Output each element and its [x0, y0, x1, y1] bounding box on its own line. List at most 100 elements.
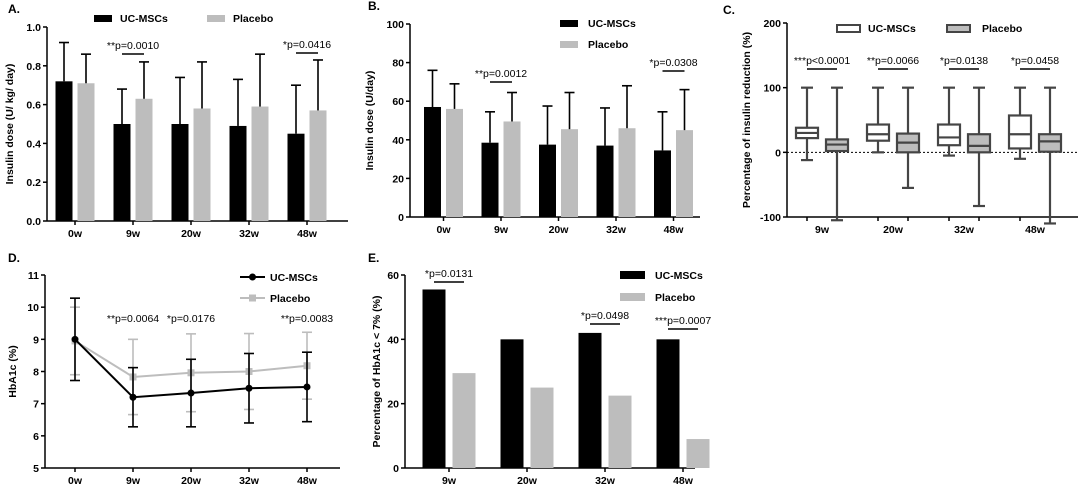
data-point-uc-mscs — [187, 389, 195, 397]
p-value-annotation: *p=0.0416 — [283, 39, 331, 51]
y-axis-label: Insulin dose (U/day) — [364, 71, 376, 171]
y-tick-label: 0 — [398, 212, 404, 224]
x-tick-label: 9w — [126, 475, 141, 487]
legend-label: UC-MSCs — [270, 272, 318, 284]
legend-label: Placebo — [655, 292, 695, 304]
bar-placebo — [193, 108, 211, 221]
y-tick-label: 0.4 — [26, 138, 41, 150]
p-value-annotation: **p=0.0066 — [867, 55, 919, 67]
bar-uc-mscs — [55, 81, 73, 221]
p-value-annotation: ***p<0.0001 — [794, 55, 851, 67]
p-value-annotation: **p=0.0064 — [107, 313, 159, 325]
x-tick-label: 9w — [442, 475, 457, 487]
p-value-annotation: **p=0.0010 — [107, 40, 159, 52]
x-tick-label: 32w — [606, 224, 627, 236]
bar-placebo — [503, 121, 521, 217]
y-tick-label: 9 — [33, 334, 39, 346]
x-tick-label: 48w — [664, 224, 685, 236]
legend-label: UC-MSCs — [120, 13, 168, 25]
y-tick-label: 11 — [28, 270, 39, 282]
legend-swatch-uc-mscs — [560, 20, 578, 27]
box-placebo — [1037, 133, 1063, 153]
p-value-annotation: *p=0.0176 — [167, 313, 215, 325]
bar-uc-mscs — [539, 144, 556, 217]
bar-placebo — [77, 83, 95, 221]
legend-swatch-placebo — [620, 293, 645, 301]
x-tick-label: 9w — [815, 224, 830, 236]
box-uc-mscs — [865, 123, 891, 142]
y-tick-label: 0.6 — [26, 100, 41, 112]
y-tick-label: 0 — [775, 147, 781, 159]
bar-placebo — [608, 395, 632, 468]
bar-uc-mscs — [656, 339, 680, 468]
x-tick-label: 20w — [181, 228, 202, 240]
x-tick-label: 48w — [673, 475, 694, 487]
bar-uc-mscs — [422, 289, 446, 468]
bar-placebo — [452, 373, 476, 468]
panel-label: E. — [368, 251, 379, 265]
legend-label: Placebo — [982, 23, 1022, 35]
x-tick-label: 32w — [239, 475, 260, 487]
box-placebo — [966, 133, 992, 154]
y-tick-label: 60 — [392, 96, 404, 108]
bar-placebo — [309, 110, 327, 221]
legend-label: UC-MSCs — [588, 18, 636, 30]
data-point-uc-mscs — [71, 335, 79, 343]
bar-uc-mscs — [596, 145, 614, 217]
y-axis-label: Percentage of insulin reduction (%) — [741, 32, 753, 208]
bar-uc-mscs — [171, 124, 189, 221]
bar-placebo — [530, 387, 554, 468]
data-point-uc-mscs — [245, 384, 253, 392]
x-tick-label: 0w — [68, 475, 83, 487]
x-tick-label: 48w — [297, 228, 318, 240]
p-value-annotation: *p=0.0131 — [425, 268, 473, 280]
y-tick-label: 40 — [387, 334, 399, 346]
bar-placebo — [251, 106, 269, 221]
y-tick-label: -100 — [760, 212, 781, 224]
x-tick-label: 48w — [297, 475, 318, 487]
box-uc-mscs — [936, 123, 962, 147]
p-value-annotation: *p=0.0498 — [581, 310, 629, 322]
bar-uc-mscs — [287, 133, 305, 221]
y-tick-label: 200 — [763, 18, 781, 30]
y-tick-label: 6 — [33, 431, 39, 443]
data-point-uc-mscs — [129, 393, 137, 401]
bar-uc-mscs — [424, 106, 441, 217]
legend-label: Placebo — [588, 39, 628, 51]
x-tick-label: 20w — [883, 224, 904, 236]
bar-placebo — [676, 130, 693, 217]
p-value-annotation: **p=0.0012 — [475, 68, 527, 80]
x-tick-label: 9w — [126, 228, 141, 240]
bar-placebo — [686, 439, 710, 468]
y-tick-label: 20 — [387, 399, 399, 411]
y-axis-label: Percentage of HbA1c < 7% (%) — [371, 295, 383, 447]
y-tick-label: 40 — [392, 135, 404, 147]
legend-swatch-uc-mscs — [836, 24, 861, 33]
legend-marker-placebo — [249, 294, 256, 302]
panel-label: D. — [8, 251, 20, 265]
legend-swatch-placebo — [946, 24, 971, 33]
p-value-annotation: *p=0.0308 — [649, 57, 697, 69]
legend-swatch-uc-mscs — [620, 271, 645, 279]
y-tick-label: 1.0 — [26, 22, 41, 34]
legend-label: UC-MSCs — [868, 23, 916, 35]
p-value-annotation: **p=0.0083 — [281, 313, 333, 325]
y-tick-label: 8 — [33, 367, 39, 379]
p-value-annotation: *p=0.0138 — [940, 55, 988, 67]
x-tick-label: 0w — [68, 228, 83, 240]
x-tick-label: 20w — [181, 475, 202, 487]
x-tick-label: 32w — [239, 228, 260, 240]
y-tick-label: 10 — [27, 302, 39, 314]
y-tick-label: 20 — [392, 173, 404, 185]
legend-swatch-placebo — [560, 41, 578, 48]
y-tick-label: 100 — [386, 19, 404, 31]
x-tick-label: 32w — [595, 475, 616, 487]
bar-uc-mscs — [113, 124, 131, 221]
y-tick-label: 100 — [763, 83, 781, 95]
y-tick-label: 80 — [392, 58, 404, 70]
p-value-annotation: *p=0.0458 — [1011, 55, 1059, 67]
x-tick-label: 9w — [494, 224, 509, 236]
panel-label: A. — [8, 2, 20, 16]
y-tick-label: 60 — [387, 270, 399, 282]
